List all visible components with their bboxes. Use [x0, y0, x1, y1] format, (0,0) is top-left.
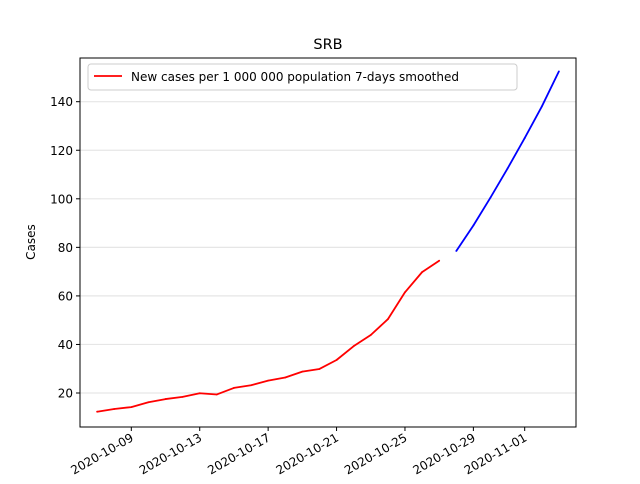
data-point	[250, 384, 252, 387]
y-axis-label: Cases	[24, 224, 38, 260]
data-point	[489, 196, 492, 199]
data-point	[318, 368, 321, 370]
y-tick-label: 80	[58, 241, 73, 255]
data-point	[198, 392, 201, 395]
data-point	[147, 401, 150, 404]
y-tick-label: 40	[58, 338, 73, 352]
data-point	[540, 105, 543, 108]
y-axis-ticks: 20 40 60 80 100 120 140	[50, 95, 80, 401]
data-point	[215, 393, 218, 396]
data-point	[369, 334, 372, 336]
data-point	[352, 345, 355, 348]
plot-area-frame	[79, 57, 577, 428]
data-point	[233, 387, 235, 389]
data-point	[523, 137, 526, 140]
y-tick-label: 20	[58, 387, 73, 401]
y-tick-label: 120	[50, 144, 73, 158]
data-point	[455, 250, 458, 252]
legend: New cases per 1 000 000 population 7-day…	[87, 63, 518, 91]
data-point	[386, 318, 389, 321]
data-point	[421, 271, 423, 274]
data-point	[335, 359, 338, 361]
data-point	[438, 259, 441, 262]
data-point	[284, 376, 287, 379]
series-lines	[96, 70, 560, 413]
chart-title: SRB	[313, 37, 342, 53]
grid-lines	[80, 101, 576, 394]
data-point	[301, 370, 304, 373]
data-point	[506, 167, 509, 170]
y-tick-label: 60	[58, 289, 73, 303]
data-point	[558, 70, 560, 73]
data-point	[404, 291, 406, 294]
data-point	[267, 379, 270, 382]
y-tick-label: 100	[50, 192, 73, 206]
data-point	[181, 396, 184, 398]
legend-label: New cases per 1 000 000 population 7-day…	[131, 70, 459, 84]
data-point	[113, 408, 116, 410]
data-point	[130, 406, 133, 408]
y-tick-label: 140	[50, 95, 73, 109]
data-point	[164, 398, 167, 400]
legend-box	[87, 63, 518, 91]
data-point	[96, 410, 98, 413]
data-point	[472, 224, 475, 227]
